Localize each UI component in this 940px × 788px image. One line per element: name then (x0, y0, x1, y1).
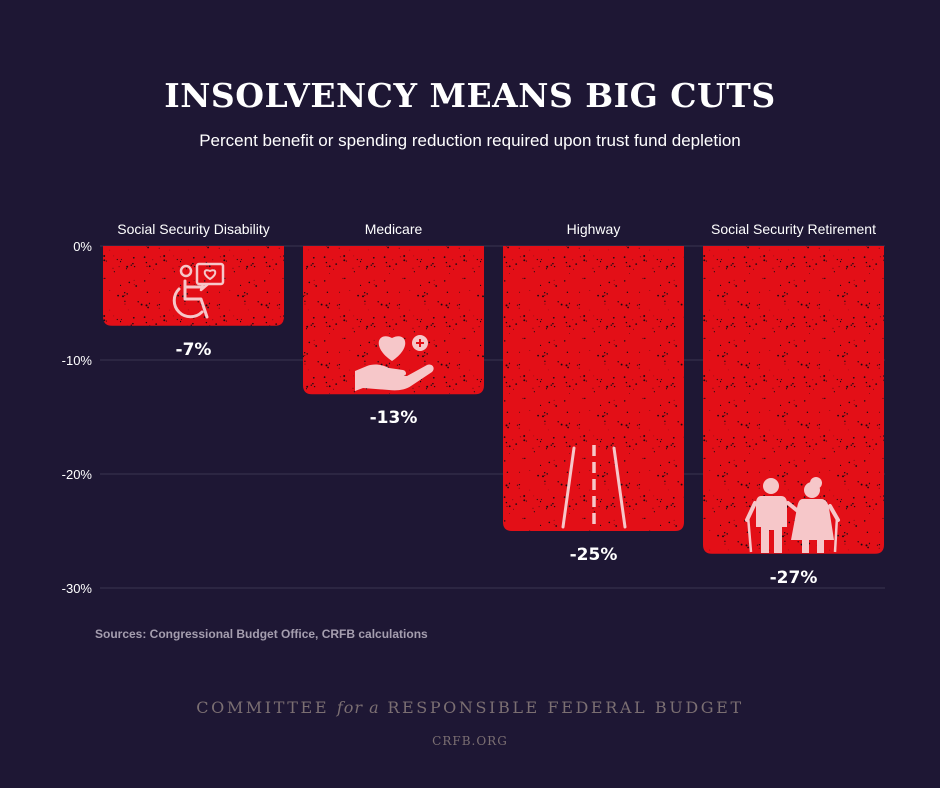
bar (303, 246, 484, 395)
data-label: -7% (176, 340, 212, 360)
y-tick-label: -30% (62, 581, 93, 596)
chart-subtitle: Percent benefit or spending reduction re… (199, 131, 741, 150)
y-tick-label: -10% (62, 353, 93, 368)
data-label: -27% (770, 568, 818, 588)
elderly-couple-icon (745, 477, 840, 553)
data-label: -25% (570, 545, 618, 565)
category-label: Highway (567, 221, 621, 237)
wheelchair-heart-icon (172, 262, 225, 319)
org-name-part-3: RESPONSIBLE FEDERAL BUDGET (387, 698, 744, 717)
data-label: -13% (370, 408, 418, 428)
bar (703, 246, 884, 554)
org-name-part-2: for a (336, 698, 380, 717)
org-name-part-1: COMMITTEE (196, 698, 330, 717)
category-label: Social Security Retirement (711, 221, 876, 237)
chart-title: INSOLVENCY MEANS BIG CUTS (164, 76, 776, 115)
category-label: Social Security Disability (117, 221, 270, 237)
organization-url: CRFB.ORG (432, 734, 508, 748)
y-tick-label: 0% (73, 239, 92, 254)
heart-hand-icon (355, 335, 434, 391)
bar (503, 246, 684, 531)
source-note: Sources: Congressional Budget Office, CR… (95, 627, 428, 641)
highway-road-icon (561, 445, 627, 529)
y-tick-label: -20% (62, 467, 93, 482)
category-label: Medicare (365, 221, 423, 237)
organization-name: COMMITTEE for a RESPONSIBLE FEDERAL BUDG… (0, 698, 940, 717)
